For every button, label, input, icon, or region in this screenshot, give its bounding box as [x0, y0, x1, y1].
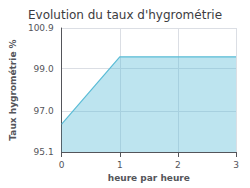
svg-text:Evolution du taux d'hygrométri: Evolution du taux d'hygrométrie	[28, 8, 222, 22]
svg-text:2: 2	[175, 160, 181, 170]
svg-text:0: 0	[59, 160, 65, 170]
svg-text:99.0: 99.0	[34, 64, 54, 74]
svg-text:Taux hygrométrie %: Taux hygrométrie %	[8, 39, 18, 140]
svg-text:95.1: 95.1	[34, 147, 54, 157]
svg-text:1: 1	[117, 160, 123, 170]
svg-text:3: 3	[233, 160, 239, 170]
svg-text:100.9: 100.9	[28, 23, 54, 33]
svg-text:heure par heure: heure par heure	[108, 173, 190, 183]
svg-text:97.0: 97.0	[34, 106, 54, 116]
